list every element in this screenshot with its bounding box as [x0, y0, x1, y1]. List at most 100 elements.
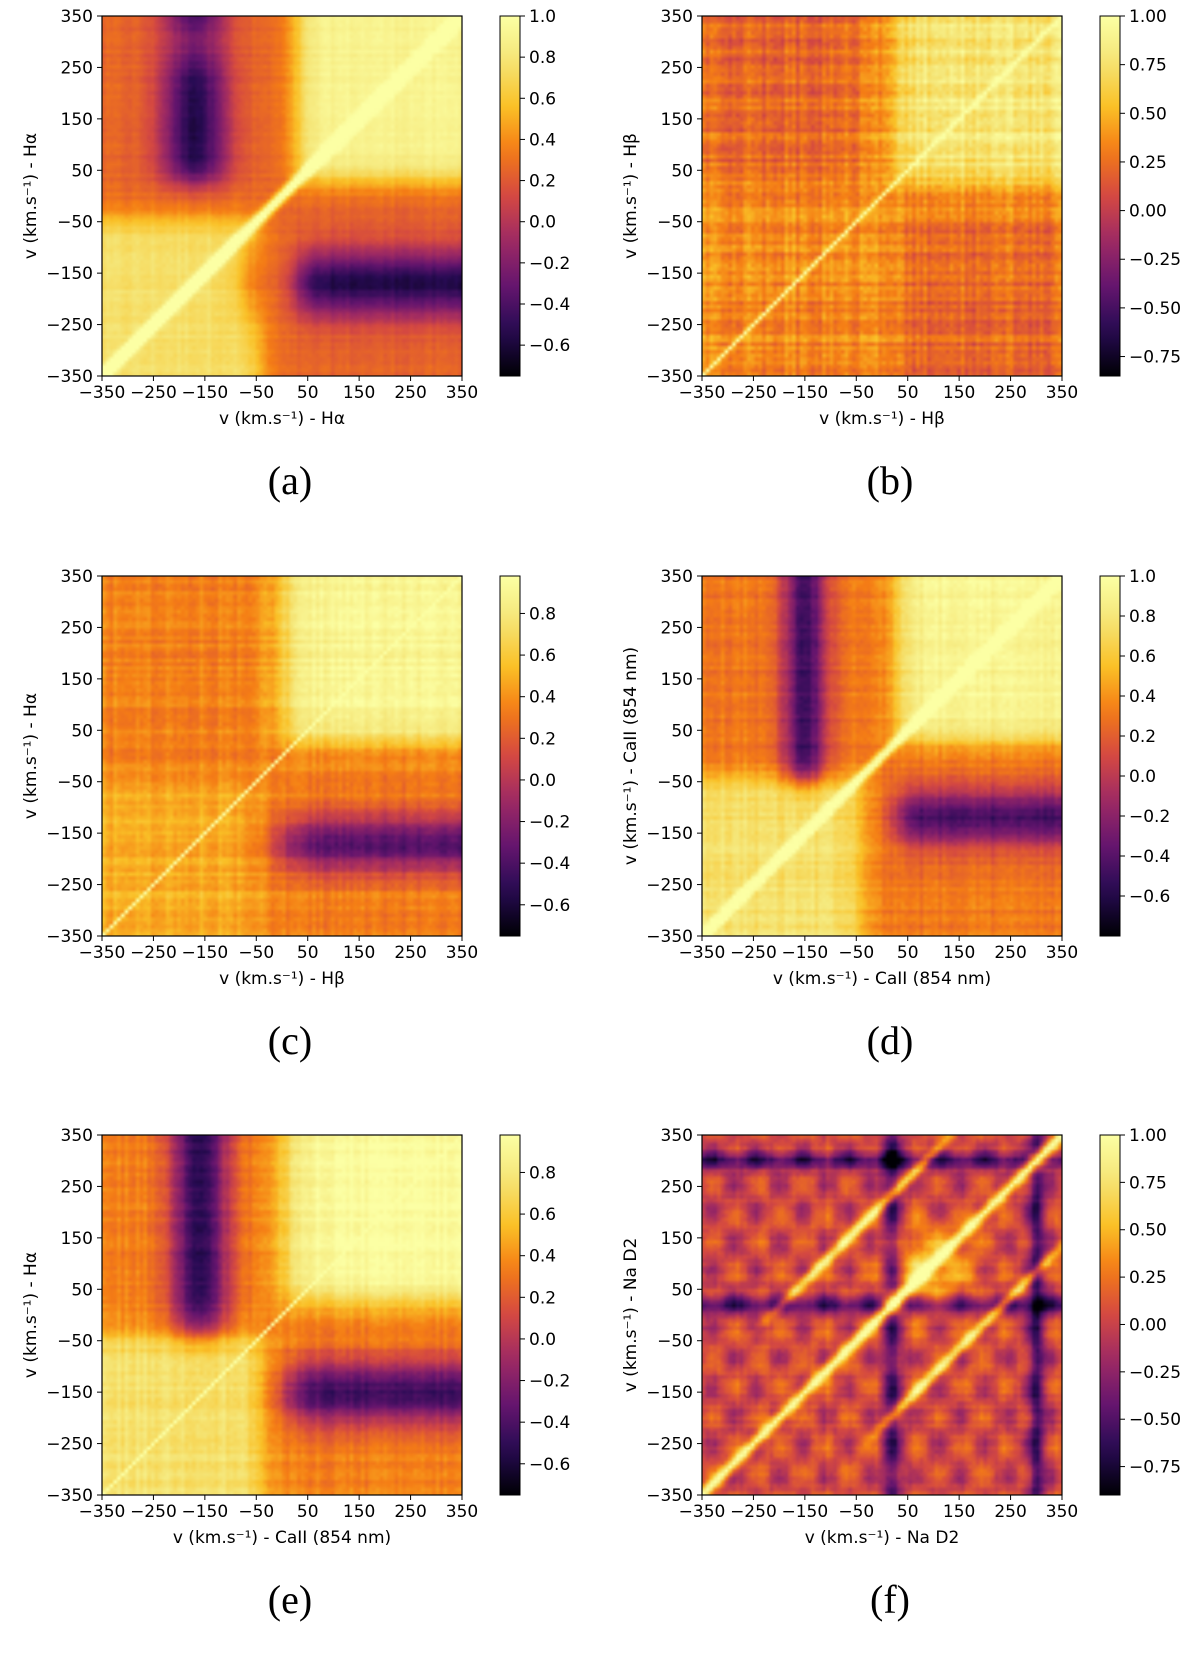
plot-frame	[701, 1134, 1063, 1496]
y-tick-label: −150	[646, 824, 693, 844]
heatmap-cells	[702, 576, 1062, 936]
heatmap-panel-e: −350 −250 −150 −50 50 150 250 350 −350 −250 −150 −5…	[0, 1119, 600, 1679]
colorbar-tick-label: 0.2	[529, 172, 556, 192]
y-tick-label: −250	[46, 316, 93, 336]
colorbar-tick-label: 0.50	[1129, 1221, 1167, 1241]
heatmap-svg: −350 −250 −150 −50 50 150 250 350−350−250−150−5…	[621, 1126, 1181, 1622]
colorbar-tick-label: 0.75	[1129, 1173, 1167, 1193]
x-axis-label: v (km.s⁻¹) - Hβ	[219, 969, 345, 989]
heatmap-panel-b: −350 −250 −150 −50 50 150 250 350 −350 −250 −150 −5…	[600, 0, 1200, 560]
colorbar-tick-label: 0.4	[529, 130, 556, 150]
colorbar	[499, 1134, 521, 1496]
y-tick-label: −50	[657, 773, 693, 793]
y-tick-label: −250	[646, 316, 693, 336]
colorbar-tick-label: 1.00	[1129, 1126, 1167, 1146]
panel-caption: (b)	[867, 458, 914, 503]
x-tick-label: 350	[1046, 943, 1078, 963]
x-tick-label: 250	[994, 943, 1026, 963]
colorbar-tick-label: −0.6	[529, 336, 570, 356]
heatmap-svg: −350 −250 −150 −50 50 150 250 350−350−250−150−5…	[21, 1126, 570, 1622]
heatmap-svg: −350 −250 −150 −50 50 150 250 350−350−250−150−5…	[21, 7, 570, 503]
colorbar-tick-label: −0.4	[529, 1413, 570, 1433]
x-tick-label: −350	[79, 383, 126, 403]
x-axis-label: v (km.s⁻¹) - CaII (854 nm)	[173, 1528, 391, 1548]
colorbar-tick-label: 0.6	[529, 1205, 556, 1225]
y-tick-label: 50	[71, 1280, 93, 1300]
y-tick-label: 250	[61, 58, 93, 78]
colorbar-tick-label: 0.00	[1129, 1315, 1167, 1335]
colorbar-tick-label: 0.8	[529, 1163, 556, 1183]
colorbar-tick-label: 0.0	[529, 771, 556, 791]
x-tick-label: 350	[1046, 383, 1078, 403]
y-tick-label: −50	[57, 1332, 93, 1352]
colorbar-tick-label: −0.75	[1129, 348, 1181, 368]
heatmap-svg: −350 −250 −150 −50 50 150 250 350−350−250−150−5…	[621, 7, 1181, 503]
colorbar	[499, 15, 521, 377]
colorbar-tick-label: 1.0	[1129, 567, 1156, 587]
y-tick-label: −250	[46, 1435, 93, 1455]
x-tick-label: −350	[679, 1502, 726, 1522]
y-tick-label: 150	[61, 110, 93, 130]
heatmap-cells	[102, 1135, 462, 1495]
x-tick-label: 150	[943, 383, 975, 403]
x-tick-label: −250	[730, 383, 777, 403]
x-tick-label: −350	[679, 383, 726, 403]
y-tick-label: −250	[646, 1435, 693, 1455]
colorbar	[1099, 1134, 1121, 1496]
y-tick-label: −350	[46, 367, 93, 387]
colorbar	[499, 575, 521, 937]
plot-frame	[101, 15, 463, 377]
panel-caption: (c)	[268, 1018, 312, 1063]
x-tick-label: 150	[343, 383, 375, 403]
y-tick-label: 50	[671, 721, 693, 741]
plot-frame	[101, 1134, 463, 1496]
x-axis-label: v (km.s⁻¹) - Na D2	[805, 1528, 960, 1548]
y-tick-label: −250	[46, 876, 93, 896]
panel-caption: (f)	[870, 1577, 910, 1622]
colorbar-tick-label: 0.2	[1129, 727, 1156, 747]
x-tick-label: −350	[79, 943, 126, 963]
x-tick-label: −50	[238, 383, 274, 403]
x-tick-label: −350	[679, 943, 726, 963]
x-tick-label: −350	[79, 1502, 126, 1522]
x-tick-label: −50	[238, 943, 274, 963]
colorbar-tick-label: 0.6	[1129, 647, 1156, 667]
y-axis-label: v (km.s⁻¹) - Hβ	[621, 133, 641, 259]
colorbar-tick-label: −0.4	[1129, 847, 1170, 867]
colorbar-tick-label: 0.8	[529, 48, 556, 68]
y-tick-label: −150	[646, 264, 693, 284]
y-tick-label: −150	[46, 264, 93, 284]
colorbar	[1099, 575, 1121, 937]
y-tick-label: −350	[46, 1486, 93, 1506]
y-tick-label: 250	[661, 58, 693, 78]
x-tick-label: −250	[730, 943, 777, 963]
plot-frame	[701, 15, 1063, 377]
y-tick-label: 350	[61, 1126, 93, 1146]
y-tick-label: 250	[61, 618, 93, 638]
y-tick-label: −350	[46, 927, 93, 947]
colorbar-tick-label: 0.50	[1129, 104, 1167, 124]
y-tick-label: 350	[61, 7, 93, 27]
x-tick-label: −150	[182, 1502, 229, 1522]
colorbar-tick-label: −0.2	[529, 813, 570, 833]
x-tick-label: −50	[838, 383, 874, 403]
colorbar-tick-label: 0.6	[529, 89, 556, 109]
x-axis-label: v (km.s⁻¹) - CaII (854 nm)	[773, 969, 991, 989]
y-tick-label: −50	[657, 213, 693, 233]
colorbar-tick-label: −0.2	[529, 254, 570, 274]
x-tick-label: −150	[782, 943, 829, 963]
x-tick-label: 150	[343, 943, 375, 963]
heatmap-panel-d: −350 −250 −150 −50 50 150 250 350 −350 −250 −150 −5…	[600, 560, 1200, 1120]
colorbar-tick-label: −0.2	[1129, 807, 1170, 827]
y-tick-label: 150	[661, 1229, 693, 1249]
y-tick-label: −350	[646, 1486, 693, 1506]
y-tick-label: 350	[661, 1126, 693, 1146]
y-axis-label: v (km.s⁻¹) - Hα	[21, 693, 41, 819]
colorbar-tick-label: 0.0	[529, 1330, 556, 1350]
colorbar-tick-label: −0.4	[529, 295, 570, 315]
y-tick-label: 350	[61, 567, 93, 587]
x-tick-label: 150	[343, 1502, 375, 1522]
x-tick-label: 250	[994, 383, 1026, 403]
x-tick-label: 350	[446, 943, 478, 963]
colorbar-tick-label: 0.00	[1129, 202, 1167, 222]
